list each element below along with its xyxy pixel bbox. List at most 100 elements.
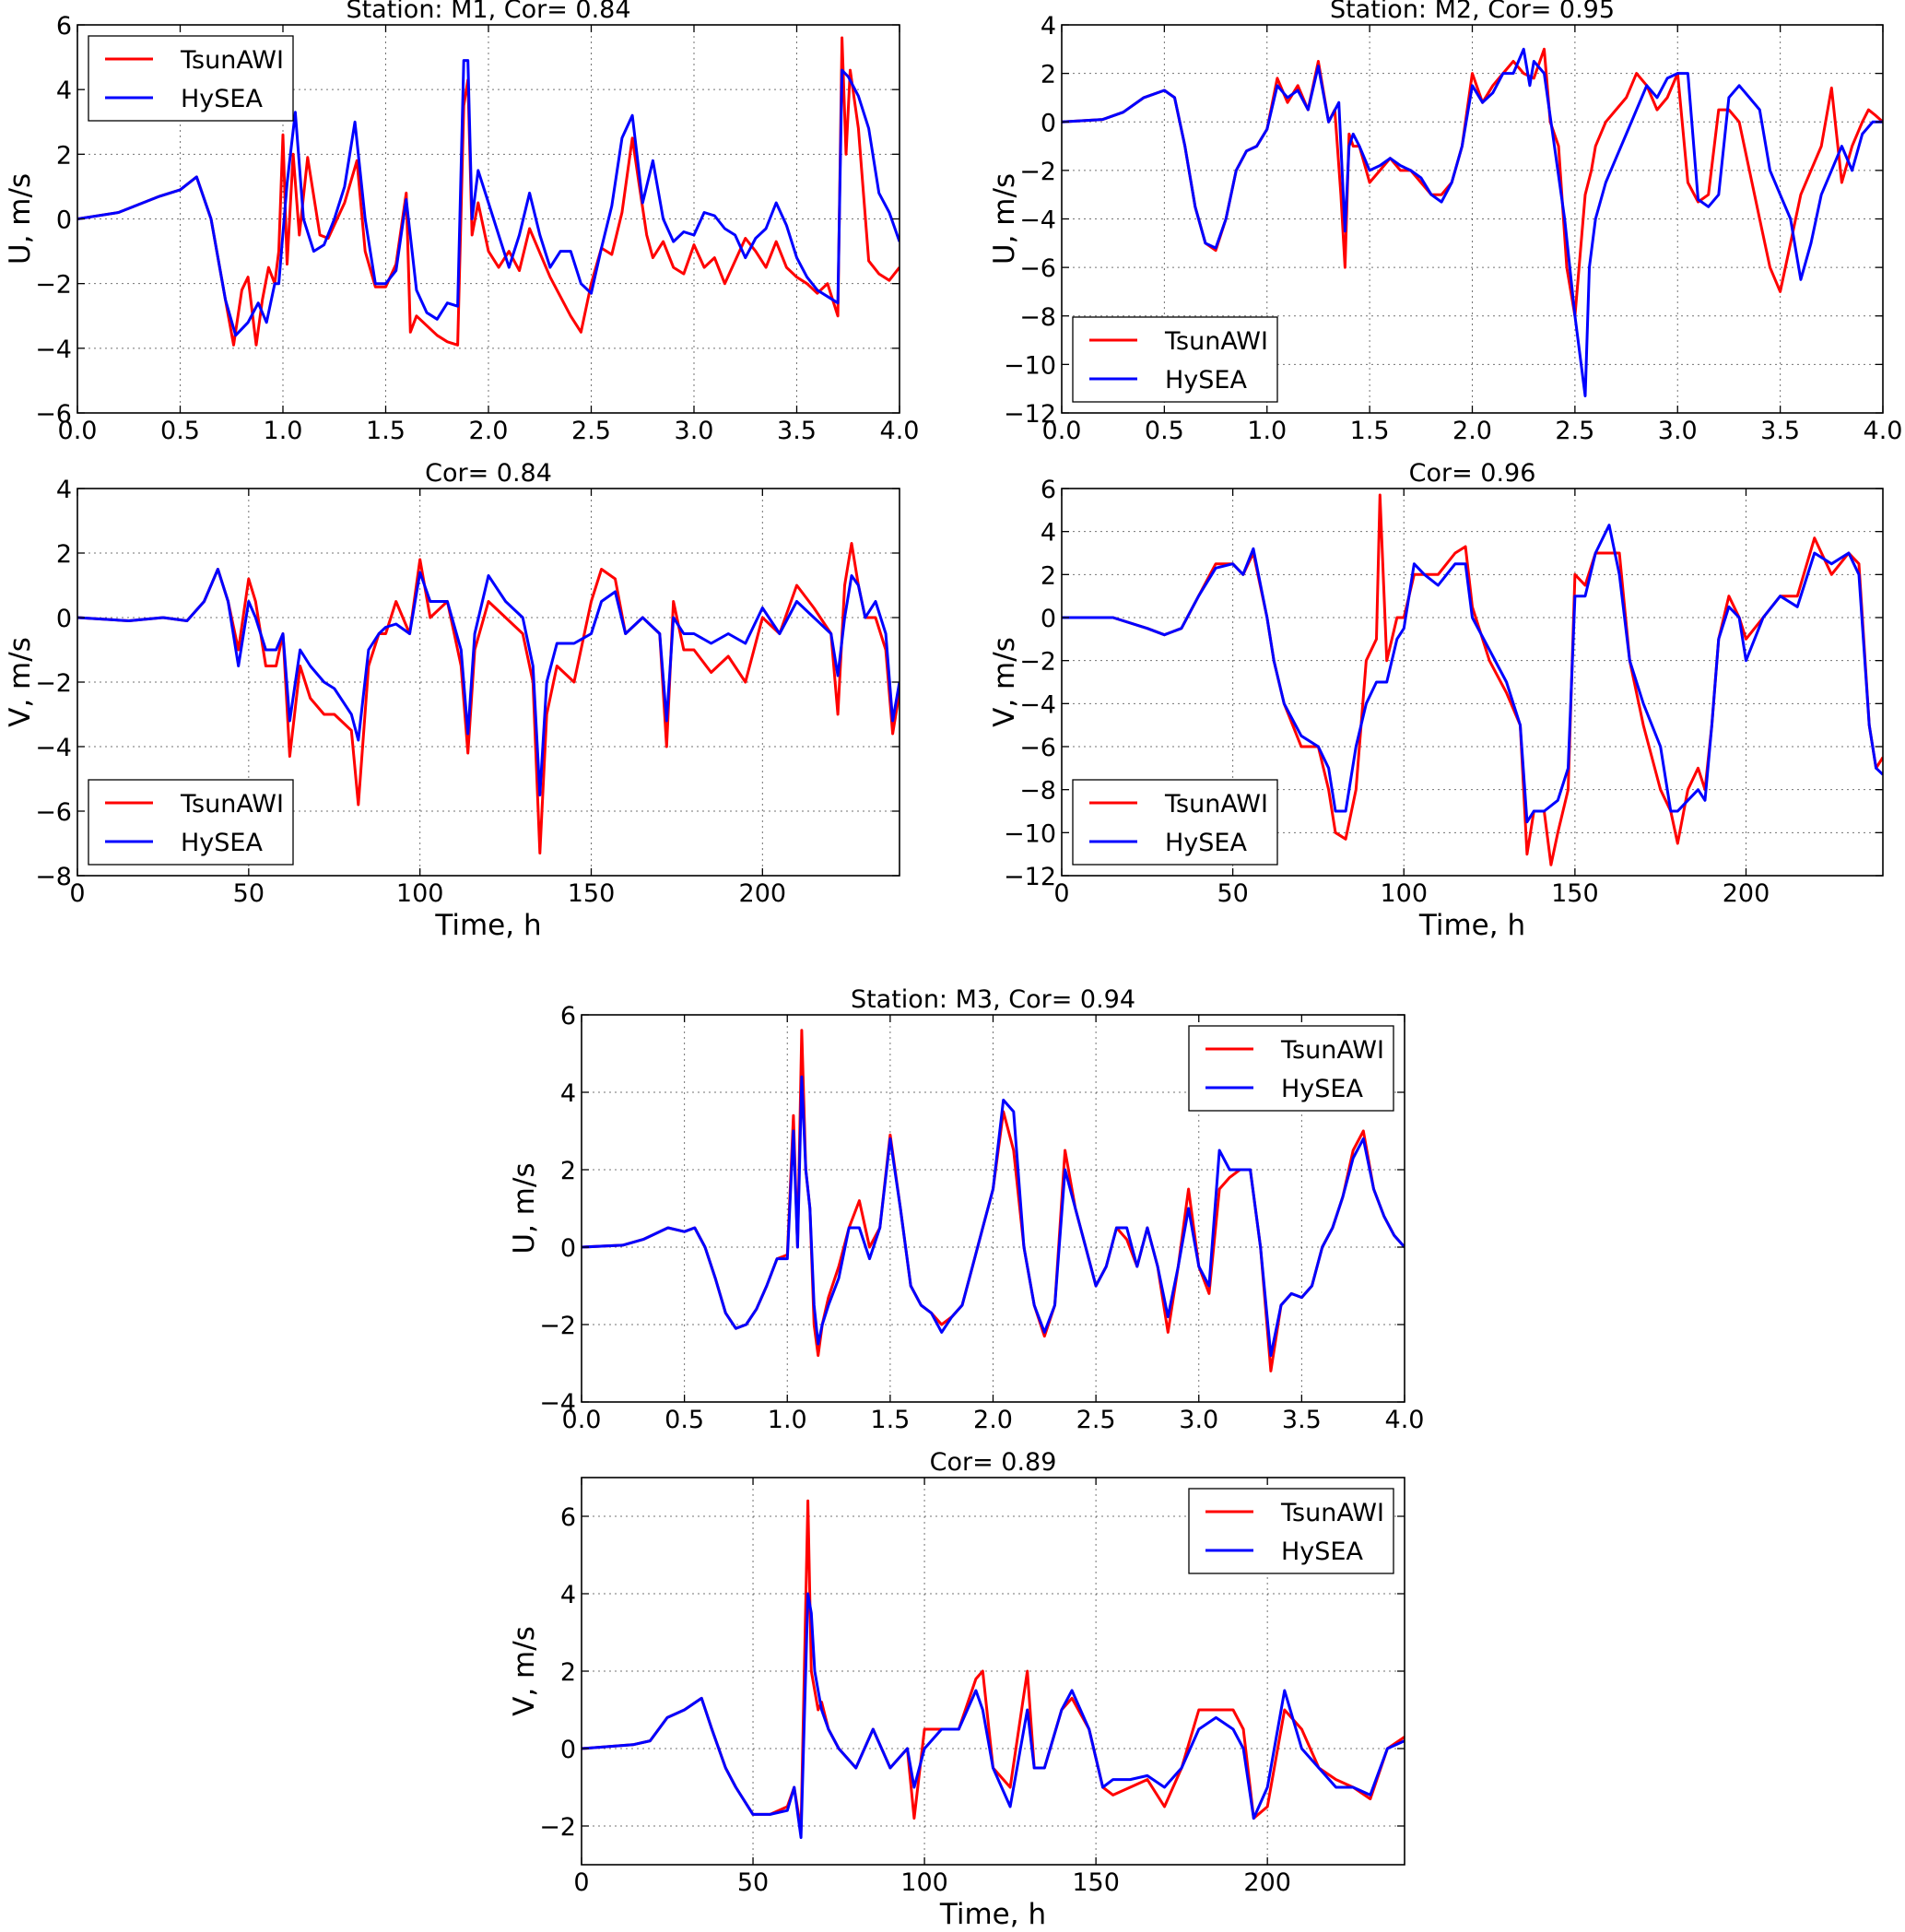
y-axis-label: V, m/s: [508, 1626, 541, 1716]
x-tick-label: 2.5: [1076, 1406, 1116, 1434]
series-line-hysea: [1062, 47, 1883, 398]
y-tick-label: 2: [560, 1658, 576, 1687]
y-tick-label: −2: [35, 669, 72, 698]
x-tick-label: 3.5: [1760, 417, 1800, 445]
y-tick-label: −2: [35, 271, 72, 300]
y-tick-label: 2: [56, 540, 72, 569]
y-axis-label: U, m/s: [508, 1162, 541, 1254]
y-tick-label: 4: [1041, 519, 1056, 548]
y-tick-label: 0: [1041, 605, 1056, 633]
legend-box: [1072, 779, 1278, 866]
x-tick-label: 2.5: [1555, 417, 1594, 445]
chart-title: Cor= 0.89: [930, 1448, 1057, 1477]
y-tick-label: −8: [1019, 303, 1056, 332]
plot-frame: [1061, 488, 1884, 877]
x-tick-label: 0: [573, 1868, 589, 1897]
x-tick-label: 1.0: [264, 417, 303, 445]
x-tick-label: 2.0: [973, 1406, 1013, 1434]
legend-label: TsunAWI: [180, 46, 284, 75]
y-tick-label: −2: [539, 1813, 576, 1842]
x-tick-label: 2.5: [571, 417, 611, 445]
y-tick-label: 4: [56, 476, 72, 504]
panel-m3-u: 0.0 0.5 1.0 1.5 2.0 2.5 3.0 3.5 4.0 −4 −2 0 2 4 6 Stati…: [508, 985, 1424, 1434]
x-tick-label: 4.0: [1385, 1406, 1425, 1434]
legend: TsunAWI HySEA: [1188, 1025, 1394, 1112]
y-tick-label: 0: [56, 605, 72, 633]
y-tick-label: 0: [560, 1736, 576, 1764]
legend-box: [88, 779, 294, 866]
panel-m1-v: 0 50 100 150 200 −8 −6 −4 −2 0 2 4 Cor= 0.84 V, m/s Ti…: [4, 459, 900, 942]
x-tick-label: 0.5: [664, 1406, 704, 1434]
chart-title: Cor= 0.84: [425, 459, 552, 488]
x-tick-label: 0: [1053, 879, 1069, 908]
legend-label: TsunAWI: [1280, 1499, 1384, 1527]
legend-label: HySEA: [181, 85, 263, 113]
legend: TsunAWI HySEA: [88, 779, 294, 866]
y-tick-label: −4: [35, 336, 72, 364]
y-tick-label: −4: [1019, 206, 1056, 235]
x-tick-label: 50: [1217, 879, 1248, 908]
x-tick-label: 0: [69, 879, 85, 908]
x-tick-label: 200: [1243, 1868, 1291, 1897]
x-tick-label: 150: [1072, 1868, 1120, 1897]
y-tick-label: 6: [560, 1002, 576, 1031]
x-tick-label: 3.5: [777, 417, 817, 445]
y-tick-label: 2: [560, 1157, 576, 1185]
y-tick-label: −6: [1019, 254, 1056, 283]
x-tick-label: 1.0: [1247, 417, 1287, 445]
series-line-hysea: [1062, 524, 1883, 824]
y-tick-label: 4: [560, 1581, 576, 1609]
y-tick-label: −2: [1019, 158, 1056, 186]
legend: TsunAWI HySEA: [88, 35, 294, 122]
x-tick-label: 150: [1551, 879, 1599, 908]
series-line-tsunawi: [77, 542, 900, 854]
y-tick-label: −6: [35, 798, 72, 827]
panel-m2-u: 0.0 0.5 1.0 1.5 2.0 2.5 3.0 3.5 4.0 −12 −10 −8 −6 −4 −…: [988, 0, 1902, 445]
x-tick-label: 4.0: [880, 417, 920, 445]
x-tick-label: 200: [1723, 879, 1770, 908]
x-tick-label: 200: [739, 879, 787, 908]
x-tick-label: 0.0: [1042, 417, 1082, 445]
legend-label: TsunAWI: [1164, 327, 1268, 356]
x-tick-label: 100: [396, 879, 444, 908]
x-tick-label: 2.0: [469, 417, 509, 445]
legend-label: HySEA: [1281, 1537, 1363, 1566]
y-tick-label: −8: [35, 863, 72, 891]
x-tick-label: 0.5: [160, 417, 200, 445]
y-tick-label: −12: [1004, 863, 1056, 891]
legend-box: [1072, 316, 1278, 403]
x-tick-label: 150: [568, 879, 616, 908]
x-axis-label: Time, h: [1418, 909, 1525, 942]
x-tick-label: 4.0: [1864, 417, 1903, 445]
legend-box: [1188, 1488, 1394, 1574]
legend-label: HySEA: [1165, 366, 1247, 395]
y-tick-label: −4: [1019, 690, 1056, 719]
legend: TsunAWI HySEA: [1072, 316, 1278, 403]
y-tick-label: −4: [35, 734, 72, 762]
panel-m3-v: 0 50 100 150 200 −2 0 2 4 6 Cor= 0.89 V, m/s Time, h…: [508, 1448, 1405, 1931]
x-tick-label: 0.0: [58, 417, 98, 445]
legend-box: [1188, 1025, 1394, 1112]
x-tick-label: 100: [1380, 879, 1428, 908]
y-tick-label: 0: [1041, 109, 1056, 137]
x-tick-label: 100: [900, 1868, 948, 1897]
chart-title: Cor= 0.96: [1409, 459, 1536, 488]
chart-title: Station: M2, Cor= 0.95: [1330, 0, 1615, 24]
x-tick-label: 0.0: [562, 1406, 602, 1434]
x-tick-label: 1.0: [768, 1406, 807, 1434]
y-tick-label: −6: [1019, 734, 1056, 762]
legend-box: [88, 35, 294, 122]
x-tick-label: 1.5: [366, 417, 406, 445]
x-tick-label: 3.0: [675, 417, 714, 445]
x-tick-label: 50: [233, 879, 265, 908]
x-tick-label: 50: [737, 1868, 769, 1897]
y-tick-label: −10: [1004, 819, 1056, 848]
legend-label: TsunAWI: [1164, 790, 1268, 819]
y-tick-label: 2: [1041, 61, 1056, 89]
y-tick-label: 4: [56, 77, 72, 105]
y-tick-label: 6: [560, 1503, 576, 1532]
series-line-tsunawi: [77, 36, 900, 347]
y-tick-label: 0: [560, 1234, 576, 1263]
y-tick-label: 4: [1041, 12, 1056, 41]
y-tick-label: 0: [56, 206, 72, 235]
